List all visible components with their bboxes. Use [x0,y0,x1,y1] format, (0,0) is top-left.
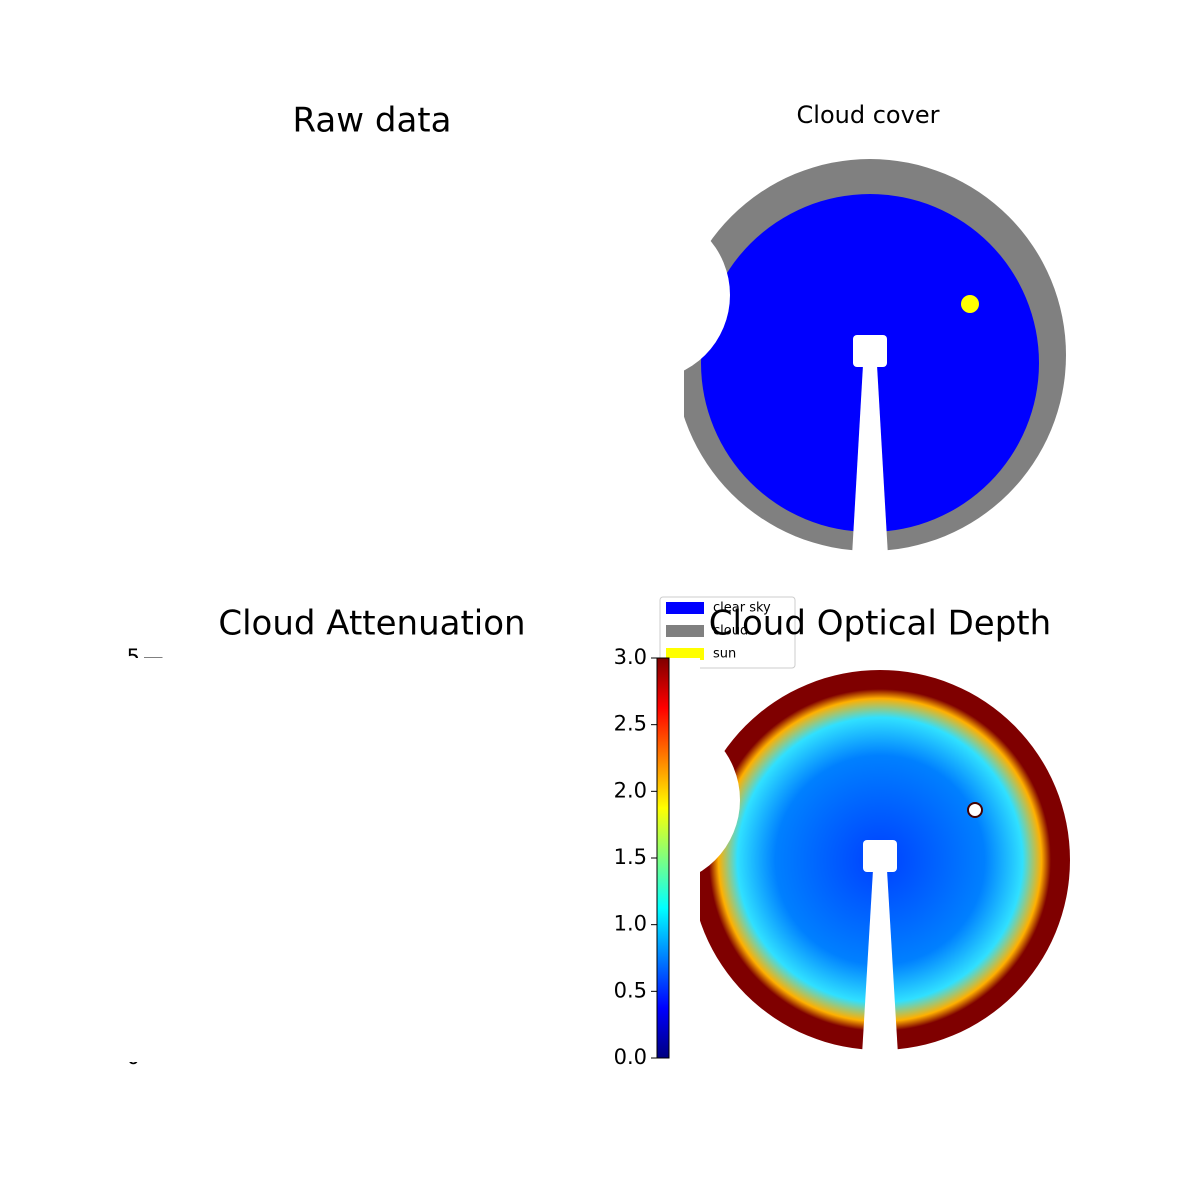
camera-arm [862,870,898,1055]
mask-area [0,658,700,1062]
panel-title: Raw data [293,101,452,141]
camera-arm [852,365,888,556]
panel-title: Cloud cover [797,101,940,129]
legend-swatch [666,648,704,660]
colorbar-tick-label: 2.5 [614,712,647,736]
colorbar-tick-label: 0.5 [614,978,647,1002]
legend-label: sun [713,647,736,662]
sun-region [961,295,979,313]
colorbar-tick-label: 3.0 [614,645,647,669]
colorbar [656,657,670,1059]
panel-title: Cloud Attenuation [218,604,525,644]
legend-label: cloud [713,624,748,639]
camera-mount [853,335,887,367]
camera-mount [863,840,897,872]
sun-spot [967,802,983,818]
mask-area [0,147,684,563]
legend-label: clear sky [713,601,771,616]
colorbar-tick-label: 2.0 [614,778,647,802]
colorbar-tick-label: 1.0 [614,912,647,936]
colorbar-tick-label: 0.0 [614,1045,647,1069]
legend-swatch [666,602,704,614]
panel-title: Cloud Optical Depth [709,604,1051,644]
legend-swatch [666,625,704,637]
colorbar-tick-label: 1.5 [614,845,647,869]
